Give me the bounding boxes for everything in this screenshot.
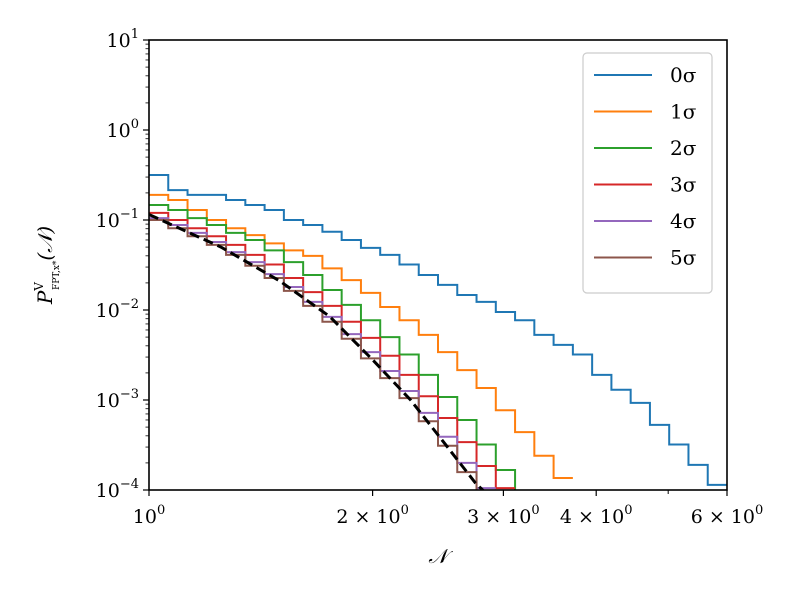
y-tick-label: 10−4 bbox=[96, 477, 139, 502]
axes-frame bbox=[148, 39, 728, 491]
y-label-sub: FPT,x* bbox=[52, 260, 62, 290]
legend-label-5: 5σ bbox=[670, 246, 697, 270]
x-axis-label: 𝒩 bbox=[428, 544, 453, 568]
x-tick-label: 3 × 100 bbox=[467, 503, 540, 528]
legend-label-1: 1σ bbox=[670, 100, 697, 124]
y-label-arg: (𝒩) bbox=[33, 226, 57, 261]
x-tick-label: 6 × 100 bbox=[691, 503, 764, 528]
legend-label-3: 3σ bbox=[670, 173, 697, 197]
y-tick-label: 10−3 bbox=[96, 387, 139, 412]
plot-area bbox=[149, 174, 727, 490]
y-label-base: P bbox=[33, 290, 57, 305]
legend: 0σ 1σ 2σ 3σ 4σ 5σ bbox=[582, 52, 713, 294]
ticks: 100 2 × 100 3 × 100 4 × 100 6 × 10010110010−… bbox=[96, 27, 764, 528]
legend-label-0: 0σ bbox=[670, 63, 697, 87]
legend-frame bbox=[582, 52, 713, 294]
reference-dashed-curve bbox=[149, 213, 485, 490]
x-tick-label: 2 × 100 bbox=[336, 503, 409, 528]
x-tick-label: 4 × 100 bbox=[560, 503, 633, 528]
y-label-sup: V bbox=[32, 282, 46, 292]
y-axis-label: PV FPT,x*(𝒩) bbox=[32, 226, 62, 305]
legend-label-2: 2σ bbox=[670, 136, 697, 160]
series-5-step-line bbox=[149, 219, 478, 490]
series-1-step-line bbox=[149, 193, 573, 479]
series-0-step-line bbox=[149, 174, 727, 486]
legend-label-4: 4σ bbox=[670, 209, 697, 233]
series-3-step-line bbox=[149, 211, 516, 490]
y-tick-label: 10−2 bbox=[96, 297, 139, 322]
y-tick-label: 101 bbox=[107, 27, 139, 52]
series-2-step-line bbox=[149, 203, 517, 490]
x-tick-label: 100 bbox=[133, 503, 165, 528]
y-tick-label: 100 bbox=[107, 117, 139, 142]
y-tick-label: 10−1 bbox=[96, 207, 139, 232]
